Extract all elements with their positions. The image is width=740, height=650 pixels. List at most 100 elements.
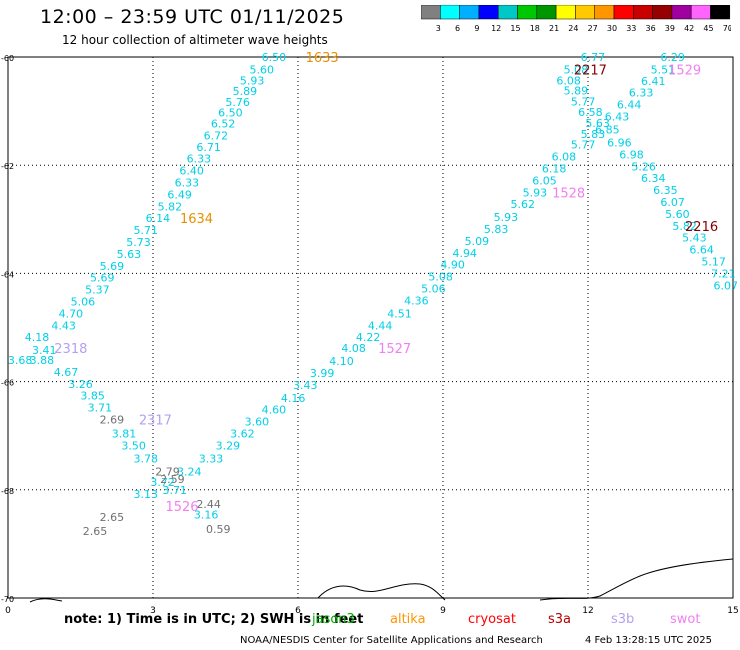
wave-height-label: 0.59 [206,523,231,536]
wave-height-label: 5.63 [585,117,610,130]
wave-height-label: 6.35 [653,184,678,197]
wave-height-label: 5.69 [90,272,115,285]
coastline [29,558,734,603]
pass-time-labels: 1633 1634 2318 2317 2217 1529 1528 2216 1527 1526 [54,51,718,515]
wave-height-label: 2.59 [160,473,185,486]
x-tick-label: 15 [727,606,738,616]
wave-height-label: 4.44 [368,319,393,332]
pass-time-label: 1634 [180,212,213,227]
wave-height-label: 6.33 [187,153,212,166]
wave-height-label: 3.43 [293,379,318,392]
y-tick-label: -62 [1,162,14,171]
wave-height-label: 6.33 [175,177,200,190]
y-tick-label: -64 [1,270,14,279]
pass-time-label: 2317 [139,413,172,428]
wave-height-label: 6.14 [146,212,171,225]
footer-note: note: 1) Time is in UTC; 2) SWH is in fe… [64,612,364,627]
wave-height-label: 6.98 [619,148,644,161]
wave-height-label: 6.07 [714,279,739,292]
scale-value-label: 39 [665,24,675,33]
pass-time-label: 2217 [574,63,607,78]
wave-height-label: 5.63 [117,248,142,261]
wave-height-label: 4.60 [262,404,287,417]
wave-height-label: 5.83 [484,223,509,236]
wave-height-label: 3.68 [8,354,33,367]
wave-height-label: 4.10 [329,355,354,368]
y-tick-label: -66 [1,379,14,388]
x-tick-label: 0 [5,606,11,616]
wave-height-label: 5.60 [665,208,690,221]
wave-height-label: 6.05 [532,174,557,187]
wave-height-label: 3.16 [194,509,219,522]
wave-height-label: 6.40 [179,165,204,178]
satellite-legend-item: s3b [611,612,635,627]
wave-height-label: 2.69 [100,413,125,426]
wave-height-label: 4.08 [341,342,366,355]
y-tick-label: -60 [1,54,14,63]
wave-height-label: 4.16 [281,392,306,405]
wave-height-label: 4.22 [356,331,381,344]
pass-time-label: 1633 [306,51,339,66]
scale-value-label: 42 [684,24,694,33]
wave-height-label: 4.90 [440,259,465,272]
wave-height-label: 3.62 [230,428,255,441]
scale-value-label: 15 [510,24,520,33]
wave-height-label: 3.88 [30,354,55,367]
wave-height-label: 2.44 [196,498,221,511]
wave-height-label: 2.65 [83,525,108,538]
wave-height-label: 5.08 [564,63,589,76]
wave-height-label: 6.29 [660,51,685,64]
wave-height-label: 5.09 [465,235,490,248]
scale-value-label: 36 [646,24,656,33]
wave-height-label: 4.51 [387,307,412,320]
wave-height-label: 6.50 [262,51,287,64]
wave-height-label: 4.94 [453,247,478,260]
wave-height-label: 6.77 [581,51,606,64]
wave-height-label: 5.43 [682,232,707,245]
wave-height-label: 4.18 [25,331,50,344]
wave-height-label: 5.93 [240,74,265,87]
satellite-legend-item: cryosat [468,612,516,627]
wave-height-label: 5.89 [564,85,589,98]
wave-height-label: 3.26 [68,378,93,391]
satellite-legend-item: jason3 [312,612,355,627]
scale-value-label: 45 [703,24,713,33]
wave-height-label: 5.89 [233,85,258,98]
wave-height-label: 6.43 [605,111,630,124]
scale-value-label: 21 [549,24,559,33]
scale-swatch [710,5,731,20]
wave-height-label: 3.71 [163,484,188,497]
wave-height-label: 5.60 [250,63,275,76]
wave-height-label: 6.33 [629,87,654,100]
wave-height-label: 3.99 [310,367,335,380]
wave-height-label: 3.33 [199,452,224,465]
wave-height-label: 5.73 [126,236,151,249]
wave-height-label: 5.69 [100,260,125,273]
wave-height-label: 4.36 [404,294,429,307]
scale-value-label: 24 [568,24,578,33]
wave-height-label: 5.37 [85,284,110,297]
wave-height-label: 6.18 [542,162,567,175]
scale-value-label: 30 [607,24,617,33]
x-tick-label: 12 [582,606,593,616]
wave-height-label: 6.44 [617,99,642,112]
satellite-legend-item: altika [390,612,426,627]
wave-height-label: 4.67 [54,366,79,379]
scale-value-label: 9 [474,24,479,33]
x-tick-label: 6 [295,606,301,616]
wave-height-label: 3.24 [177,465,202,478]
map-grid: 0 3 6 9 12 15 -60 -62 -64 -66 -68 -70 [1,54,739,616]
wave-height-label: 4.70 [59,307,84,320]
scale-value-label: 6 [455,24,460,33]
wave-height-label: 5.08 [428,271,453,284]
wave-height-label: 6.34 [641,172,666,185]
satellite-legend-item: s3a [548,612,572,627]
wave-height-label: 6.52 [211,118,236,131]
wave-height-label: 5.82 [158,200,183,213]
wave-height-label: 3.41 [32,344,57,357]
wave-height-label: 6.07 [660,196,685,209]
wave-height-label: 3.71 [88,402,113,415]
wave-height-label: 5.06 [421,283,446,296]
